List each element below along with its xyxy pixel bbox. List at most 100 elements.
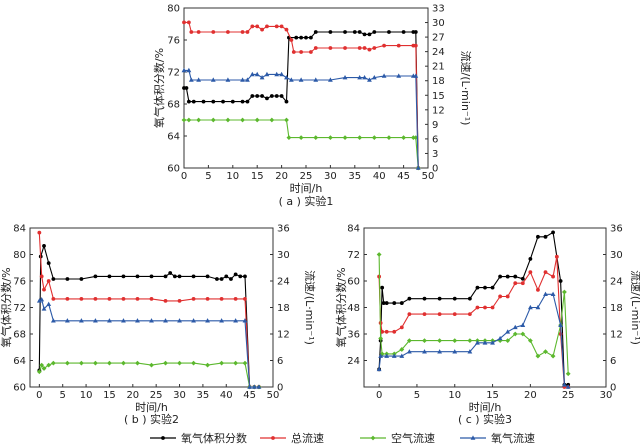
data-point	[196, 117, 202, 123]
y-right-tick-label: 15	[432, 91, 445, 102]
data-point	[39, 296, 45, 302]
data-point	[528, 270, 533, 275]
data-point	[107, 296, 112, 301]
y-left-tick-label: 60	[347, 277, 360, 288]
data-point	[381, 73, 387, 78]
series-空气流速	[376, 252, 571, 377]
data-point	[291, 50, 296, 54]
legend-label: 总流速	[291, 431, 324, 445]
data-point	[406, 338, 412, 344]
x-tick-label: 50	[422, 171, 435, 182]
y-right-axis-label: 流速/(L·min⁻¹)	[303, 270, 317, 345]
data-point	[250, 24, 255, 29]
data-point	[497, 335, 503, 341]
y-right-axis-label: 流速/(L·min⁻¹)	[629, 270, 640, 345]
series-总流速	[182, 20, 421, 170]
y-right-tick-label: 33	[432, 4, 445, 15]
y-left-tick-label: 68	[167, 100, 180, 111]
data-point	[205, 362, 210, 368]
data-point	[313, 135, 319, 140]
data-point	[250, 94, 255, 98]
data-point	[39, 362, 45, 368]
data-point	[205, 318, 210, 323]
data-point	[505, 329, 511, 334]
data-point	[240, 99, 245, 104]
series-氧气流速	[36, 296, 262, 389]
data-point	[376, 252, 382, 257]
data-point	[233, 272, 238, 277]
data-point	[343, 46, 347, 50]
series-氧气流速	[376, 291, 571, 389]
data-point	[284, 75, 289, 80]
data-point	[219, 296, 224, 301]
data-point	[284, 117, 289, 123]
data-point	[299, 50, 304, 54]
data-point	[240, 117, 245, 123]
data-point	[467, 349, 473, 354]
data-point	[505, 274, 510, 279]
x-tick-label: 10	[448, 390, 461, 401]
data-point	[181, 117, 187, 123]
x-tick-label: 15	[251, 171, 264, 182]
data-point	[313, 46, 318, 50]
legend-marker	[161, 436, 165, 440]
chart-caption: ( a ) 实验1	[279, 194, 334, 208]
data-point	[274, 24, 279, 29]
data-point	[205, 274, 210, 279]
data-point	[513, 281, 518, 286]
x-tick-label: 20	[524, 390, 537, 401]
data-point	[415, 165, 421, 170]
data-point	[512, 324, 518, 330]
y-left-tick-label: 60	[167, 164, 180, 175]
data-point	[260, 27, 264, 32]
data-point	[233, 360, 239, 366]
data-point	[230, 99, 235, 104]
data-point	[372, 30, 377, 34]
y-right-tick-label: 0	[432, 164, 438, 175]
x-axis-label: 时间/h	[290, 182, 323, 195]
data-point	[410, 135, 416, 140]
y-left-tick-label: 24	[347, 356, 360, 367]
data-point	[221, 99, 225, 104]
chart-caption: ( c ) 实验3	[458, 412, 512, 426]
data-point	[201, 99, 206, 104]
data-point	[543, 234, 548, 239]
data-point	[304, 35, 308, 40]
series-line	[378, 256, 569, 388]
data-point	[437, 312, 442, 317]
data-point	[384, 301, 389, 305]
y-left-tick-label: 60	[13, 383, 26, 394]
x-tick-label: 5	[205, 171, 211, 182]
data-point	[215, 277, 219, 281]
data-point	[527, 304, 533, 310]
data-point	[107, 318, 112, 323]
data-point	[219, 360, 224, 366]
data-point	[191, 360, 196, 366]
data-point	[229, 277, 233, 281]
y-right-tick-label: 12	[432, 105, 445, 116]
legend: 氧气体积分数 总流速 空气流速 氧气流速	[150, 431, 535, 445]
x-tick-label: 0	[376, 390, 382, 401]
data-point	[50, 360, 56, 366]
data-point	[225, 117, 231, 123]
data-point	[121, 318, 126, 323]
data-point	[205, 296, 210, 301]
data-point	[372, 46, 377, 50]
chart-panel-c: 0 5 10 15 20 25 30 24 36 48 60 72 84 0 6 12 18 24 30 36 时间/h…	[334, 224, 640, 427]
data-point	[551, 274, 555, 279]
data-point	[219, 318, 224, 323]
data-point	[79, 296, 84, 301]
data-point	[168, 271, 173, 275]
data-point	[191, 318, 196, 323]
data-point	[242, 360, 248, 366]
data-point	[251, 384, 257, 389]
data-point	[387, 30, 391, 34]
y-right-tick-label: 30	[610, 250, 623, 261]
data-point	[42, 243, 46, 248]
data-point	[362, 75, 367, 80]
y-right-tick-label: 24	[277, 277, 290, 288]
data-point	[396, 73, 402, 78]
data-point	[498, 294, 503, 299]
data-point	[357, 75, 363, 80]
legend-label: 空气流速	[391, 431, 435, 445]
